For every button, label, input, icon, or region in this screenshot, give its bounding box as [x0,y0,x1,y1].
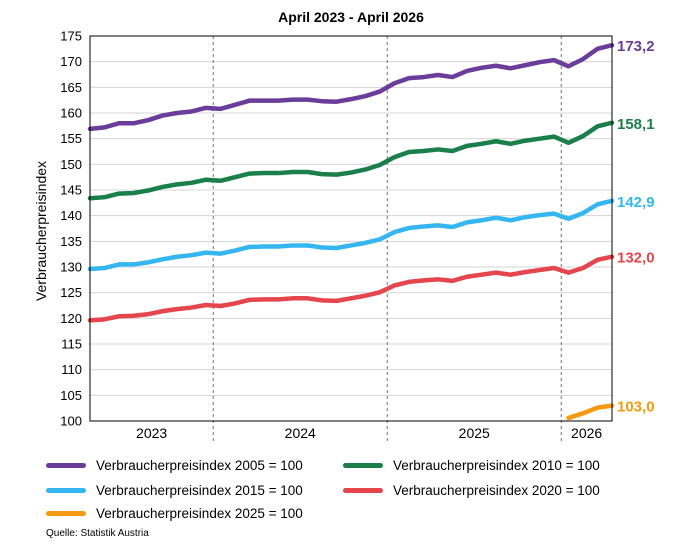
series-line-4 [566,403,615,421]
y-tick-label: 130 [60,260,82,275]
y-axis-label: Verbraucherpreisindex [33,161,49,301]
series-layer [87,42,615,421]
y-tick-label: 120 [60,311,82,326]
series-end-label-0: 173,2 [617,38,655,55]
series-end-label-4: 103,0 [617,399,655,416]
series-end-label-3: 132,0 [617,250,655,267]
y-tick-label: 170 [60,54,82,69]
y-tick-label: 175 [60,29,82,44]
y-tick-label: 105 [60,388,82,403]
series-line-2 [87,198,615,272]
y-tick-label: 140 [60,208,82,223]
y-tick-label: 115 [61,337,82,352]
x-tick-label: 2026 [571,425,602,441]
y-tick-label: 135 [60,234,82,249]
x-tick-label: 2025 [459,425,490,441]
y-tick-label: 165 [60,80,82,95]
x-tick-label: 2023 [136,425,167,441]
series-line-1 [87,120,615,201]
source-note: Quelle: Statistik Austria [46,528,149,539]
y-tick-label: 150 [60,157,82,172]
chart-title: April 2023 - April 2026 [278,9,424,25]
y-tick-label: 100 [60,414,82,429]
y-tick-label: 145 [60,183,82,198]
series-end-label-1: 158,1 [617,116,655,133]
y-tick-label: 160 [60,106,82,121]
y-tick-label: 125 [60,285,82,300]
series-end-label-2: 142,9 [617,194,655,211]
x-tick-label: 2024 [285,425,316,441]
series-line-3 [87,254,615,323]
y-tick-label: 110 [61,362,82,377]
plot-frame [89,35,613,422]
y-tick-label: 155 [60,131,82,146]
grid-layer [90,35,612,443]
series-line-0 [87,42,615,132]
axis-layer: 100 105 110 115 120 125 130 135 140 145 150 155 160 1… [60,29,654,442]
